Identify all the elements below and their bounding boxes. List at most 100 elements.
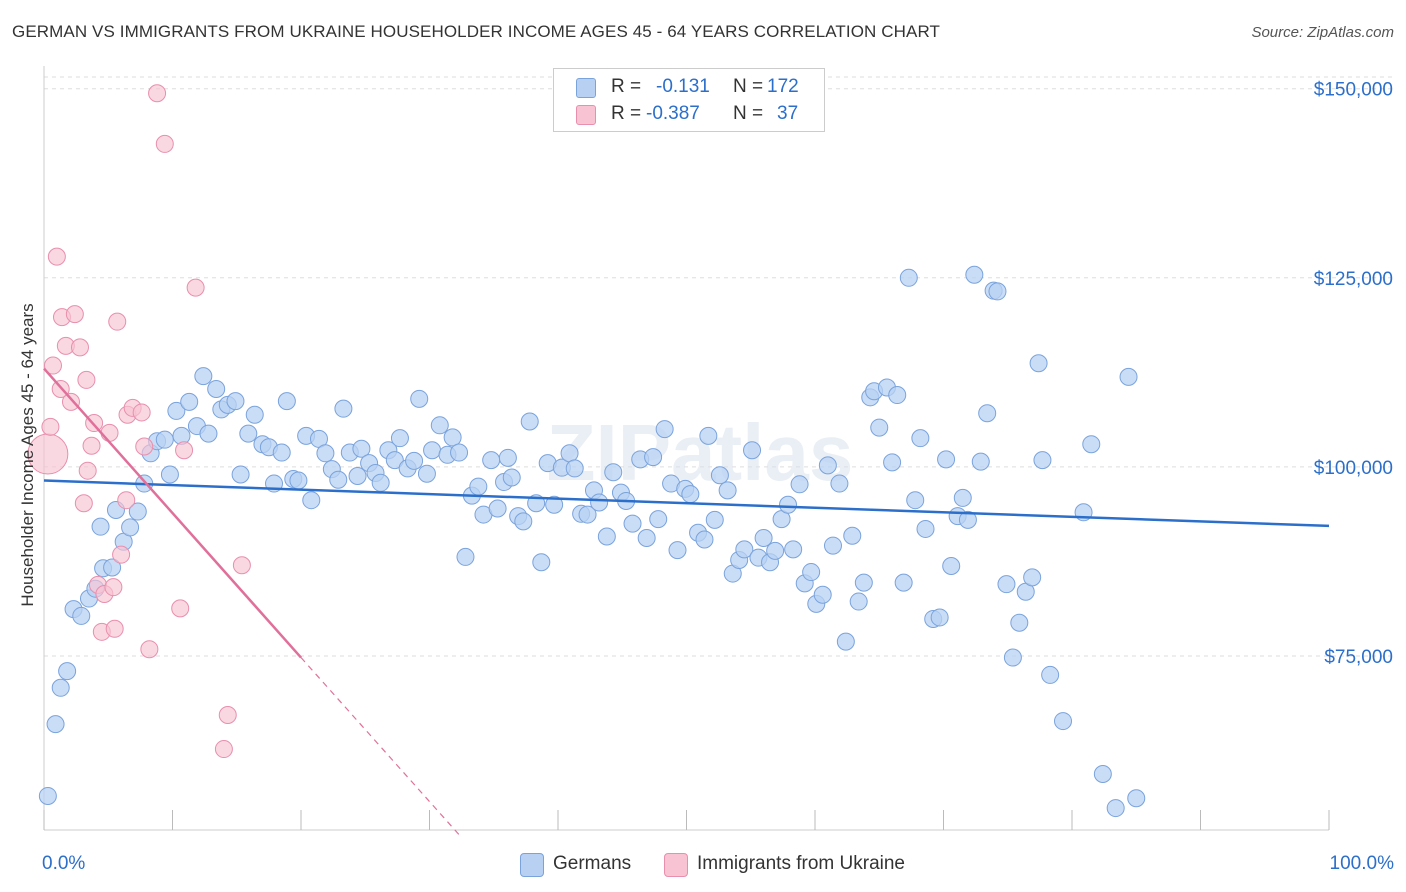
y-tick-label: $150,000 (1314, 80, 1393, 101)
german-point (644, 448, 663, 467)
german-point (578, 505, 597, 524)
y-tick-label: $75,000 (1324, 647, 1393, 668)
ukraine-point (70, 338, 89, 357)
german-point (72, 606, 91, 625)
german-point (502, 468, 521, 487)
german-point (637, 529, 656, 548)
german-point (958, 510, 977, 529)
german-point (823, 536, 842, 555)
ukraine-point (175, 441, 194, 460)
german-point (604, 463, 623, 482)
y-tick-label: $100,000 (1314, 458, 1393, 479)
german-point (971, 452, 990, 471)
ukraine-series (27, 84, 251, 759)
german-point (289, 471, 308, 490)
german-point (1106, 799, 1125, 818)
german-point (155, 430, 174, 449)
german-point (385, 451, 404, 470)
german-point (655, 420, 674, 439)
german-point (681, 485, 700, 504)
german-point (930, 608, 949, 627)
german-point (430, 416, 449, 435)
german-point (167, 401, 186, 420)
german-point (348, 466, 367, 485)
german-point (988, 282, 1007, 301)
ukraine-point (108, 312, 127, 331)
bottom-legend-label-ukraine: Immigrants from Ukraine (697, 853, 905, 874)
ukraine-point (132, 403, 151, 422)
ukraine-point (104, 578, 123, 597)
ukraine-point (135, 437, 154, 456)
german-point (329, 470, 348, 489)
ukraine-point (43, 356, 62, 375)
ukraine-point (117, 491, 136, 510)
german-point (937, 450, 956, 469)
german-point (423, 441, 442, 460)
ukraine-point (100, 423, 119, 442)
ukraine-point (105, 619, 124, 638)
german-point (649, 510, 668, 529)
german-point (790, 475, 809, 494)
german-point (405, 451, 424, 470)
ukraine-point (65, 305, 84, 324)
ukraine-point (214, 740, 233, 759)
german-point (849, 592, 868, 611)
ukraine-point (41, 417, 60, 436)
german-point (352, 439, 371, 458)
german-point (710, 466, 729, 485)
german-point (560, 444, 579, 463)
german-point (735, 540, 754, 559)
german-point (128, 502, 147, 521)
german-point (231, 465, 250, 484)
german-point (911, 429, 930, 448)
x-tick-label-min: 0.0% (42, 853, 85, 874)
german-point (883, 453, 902, 472)
german-point (597, 527, 616, 546)
german-point (843, 526, 862, 545)
german-point (520, 412, 539, 431)
german-point (830, 474, 849, 493)
german-point (699, 426, 718, 445)
legend-swatch-germans (576, 78, 596, 98)
german-point (277, 392, 296, 411)
german-point (668, 541, 687, 560)
ukraine-point (47, 247, 66, 266)
y-axis-label: Householder Income Ages 45 - 64 years (18, 303, 37, 607)
german-point (46, 715, 65, 734)
german-point (1033, 451, 1052, 470)
legend-r-label: R = (611, 103, 642, 124)
ukraine-point (186, 278, 205, 297)
german-point (784, 540, 803, 559)
legend-r-value: -0.387 (646, 103, 700, 124)
german-point (1119, 367, 1138, 386)
german-point (894, 573, 913, 592)
ukraine-point (61, 392, 80, 411)
german-point (91, 517, 110, 536)
german-point (410, 389, 429, 408)
ukraine-point (78, 461, 97, 480)
ukraine-trend-line (43, 367, 302, 659)
legend-r-value: -0.131 (656, 76, 710, 97)
german-point (334, 399, 353, 418)
legend-n-label: N = (733, 103, 764, 124)
y-tick-label: $125,000 (1314, 269, 1393, 290)
german-point (754, 529, 773, 548)
german-point (103, 558, 122, 577)
source-label: Source: ZipAtlas.com (1251, 24, 1394, 41)
ukraine-point (148, 84, 167, 103)
german-point (953, 488, 972, 507)
german-series (38, 265, 1146, 818)
ukraine-point (82, 436, 101, 455)
legend-n-value: 172 (767, 76, 799, 97)
german-point (417, 464, 436, 483)
german-point (456, 547, 475, 566)
german-point (226, 392, 245, 411)
german-point (623, 514, 642, 533)
german-point (51, 678, 70, 697)
german-point (978, 404, 997, 423)
german-point (316, 444, 335, 463)
german-point (942, 557, 961, 576)
ukraine-trend-extension (300, 657, 463, 838)
german-point (818, 456, 837, 475)
ukraine-point (140, 640, 159, 659)
